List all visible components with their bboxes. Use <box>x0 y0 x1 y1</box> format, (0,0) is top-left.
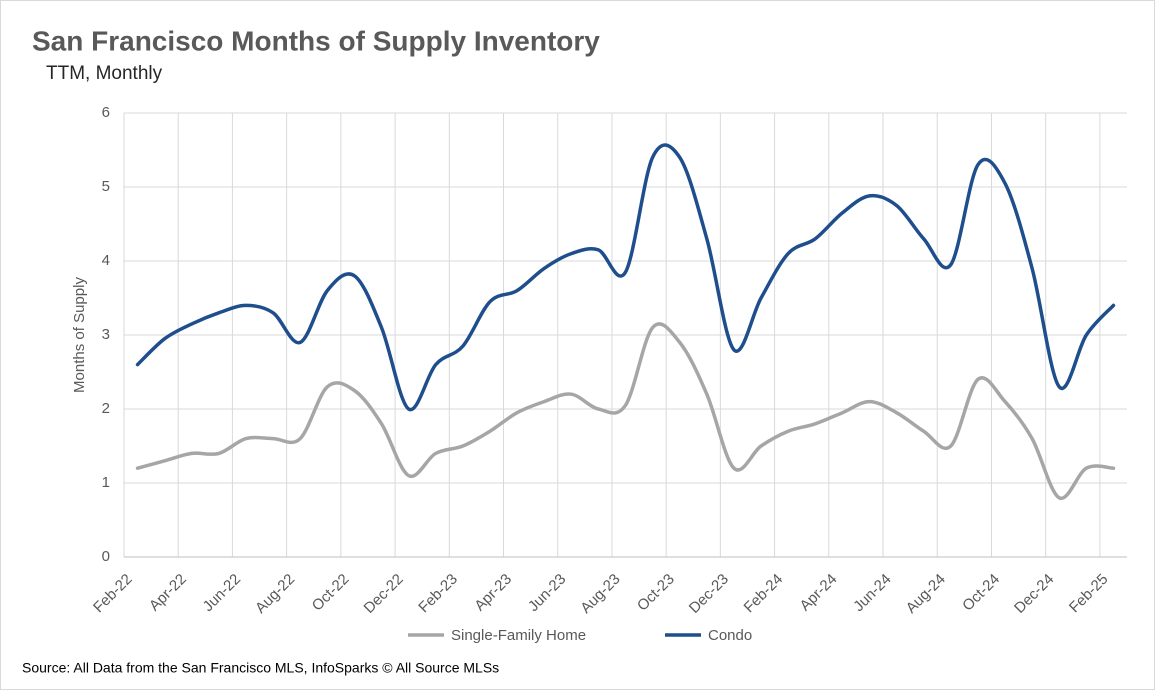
y-tick-label: 2 <box>102 400 110 417</box>
y-tick-label: 1 <box>102 474 110 491</box>
y-tick-label: 0 <box>102 548 110 565</box>
y-tick-label: 4 <box>102 252 110 269</box>
series-line <box>135 322 1116 500</box>
y-tick-label: 6 <box>102 104 110 121</box>
chart-title: San Francisco Months of Supply Inventory <box>32 25 600 56</box>
legend-label: Single-Family Home <box>451 627 586 644</box>
source-note: Source: All Data from the San Francisco … <box>22 660 499 676</box>
y-axis-label: Months of Supply <box>71 277 88 393</box>
series-line <box>135 143 1116 412</box>
y-tick-label: 5 <box>102 178 110 195</box>
y-tick-label: 3 <box>102 326 110 343</box>
legend-label: Condo <box>708 627 752 644</box>
chart-subtitle: TTM, Monthly <box>46 63 163 84</box>
